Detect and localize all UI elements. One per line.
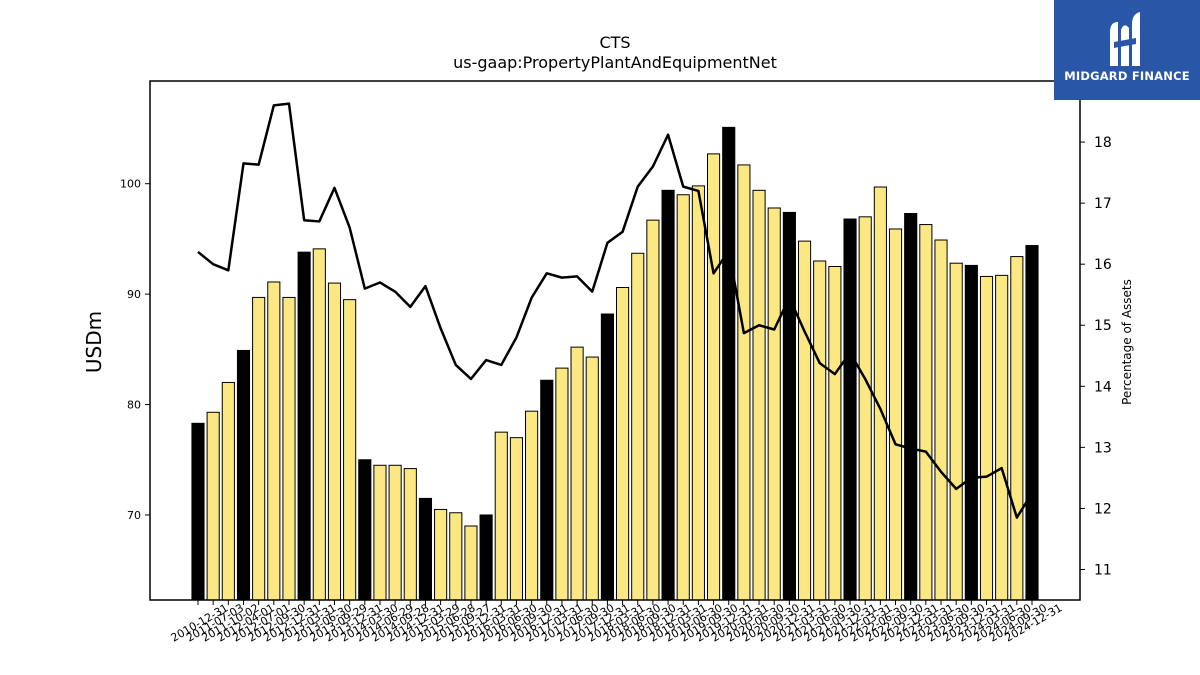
bar — [919, 224, 933, 601]
bar — [752, 189, 766, 601]
bar — [358, 459, 372, 601]
bar — [737, 164, 751, 601]
bar — [661, 189, 675, 601]
bar — [479, 514, 493, 601]
bar — [646, 219, 660, 601]
bar — [797, 240, 812, 601]
y2-tick-label: 16 — [1094, 257, 1112, 273]
chart-subtitle: us-gaap:PropertyPlantAndEquipmentNet — [453, 53, 777, 72]
bar — [509, 437, 523, 601]
bar — [570, 346, 584, 601]
bar — [267, 281, 281, 601]
bar — [949, 262, 963, 601]
bar — [828, 266, 842, 601]
bar — [600, 313, 614, 601]
bar — [221, 381, 235, 601]
y2-tick-label: 18 — [1094, 135, 1112, 151]
chart-title: CTS — [599, 33, 630, 52]
bar — [206, 411, 220, 601]
y2-tick-label: 13 — [1094, 440, 1112, 456]
series-line — [197, 102, 1034, 519]
bar — [312, 248, 326, 601]
midgard-logo-icon — [1110, 12, 1140, 66]
bar — [888, 228, 903, 601]
y2-tick-label: 11 — [1094, 562, 1112, 578]
bar — [236, 349, 251, 601]
bar — [343, 299, 357, 601]
bar — [282, 296, 296, 601]
bar — [676, 194, 690, 601]
bar — [555, 367, 569, 601]
bar — [540, 379, 554, 601]
y-tick-label: 80 — [127, 399, 141, 412]
axes: 70809010011121314151617182010-12-312011-… — [120, 80, 1112, 645]
y2-axis-label: Percentage of Assets — [1120, 279, 1134, 405]
bar — [767, 207, 781, 601]
bar-series — [191, 126, 1039, 601]
y2-tick-label: 12 — [1094, 501, 1112, 517]
plot-frame — [149, 80, 1081, 601]
bar — [1025, 245, 1039, 601]
bar — [434, 508, 448, 601]
bar — [191, 422, 205, 601]
bar — [388, 464, 402, 601]
bar — [525, 410, 539, 601]
bar — [403, 468, 417, 601]
bar — [858, 216, 872, 601]
bar — [327, 282, 342, 601]
bar — [418, 497, 433, 601]
bar — [995, 274, 1009, 601]
bar — [464, 525, 478, 601]
y2-tick-label: 14 — [1094, 379, 1112, 395]
bar — [1010, 256, 1024, 601]
y2-tick-label: 17 — [1094, 196, 1112, 212]
y-axis-label: USDm — [82, 311, 106, 373]
bar — [964, 264, 978, 601]
bar — [449, 512, 463, 601]
bar — [813, 260, 827, 601]
line-series — [197, 102, 1034, 519]
logo-badge: MIDGARD FINANCE — [1054, 0, 1200, 100]
bar — [616, 287, 630, 601]
bar — [252, 296, 266, 601]
y-tick-label: 70 — [127, 509, 141, 522]
bar — [707, 153, 721, 601]
logo-text: MIDGARD FINANCE — [1064, 69, 1190, 83]
bar — [873, 186, 887, 601]
bar — [297, 251, 311, 601]
y-tick-label: 100 — [120, 178, 141, 191]
y-tick-label: 90 — [127, 288, 141, 301]
bar — [585, 356, 599, 601]
bar — [631, 252, 645, 601]
bar — [843, 218, 857, 601]
bar — [373, 464, 387, 601]
bar — [691, 185, 705, 601]
bar — [494, 431, 508, 601]
bar — [934, 239, 948, 601]
y2-tick-label: 15 — [1094, 318, 1112, 334]
bar — [782, 211, 796, 601]
bar — [904, 213, 918, 601]
bar — [979, 275, 994, 601]
bar — [722, 126, 736, 601]
